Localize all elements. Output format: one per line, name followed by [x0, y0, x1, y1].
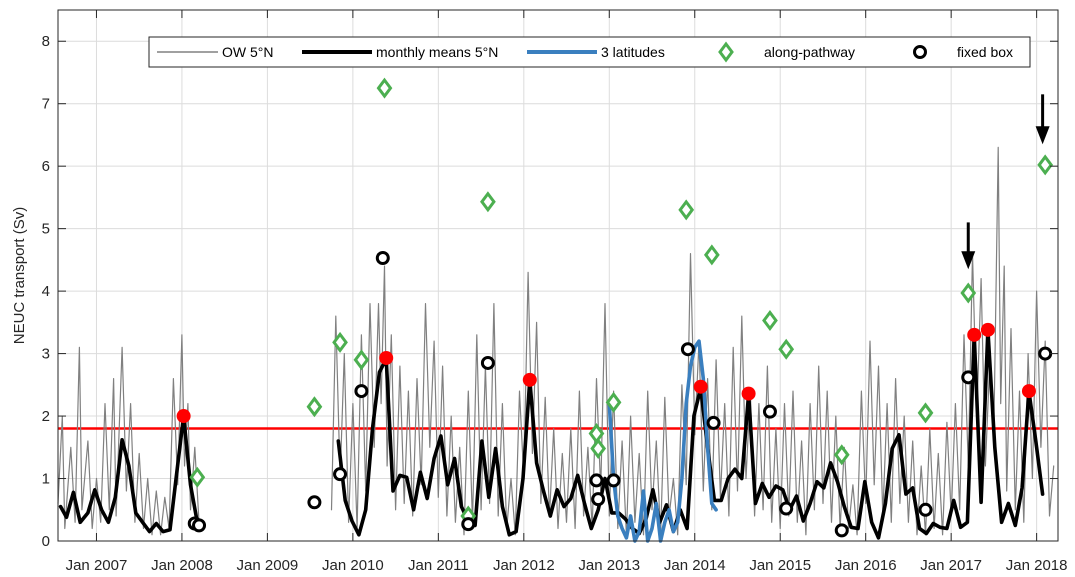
fixed-box-point-18 [1038, 346, 1053, 361]
fixed-box-point-16 [918, 502, 933, 517]
grid [58, 10, 1058, 542]
along-pathway-point-15 [917, 402, 934, 424]
along-pathway-point-3 [353, 349, 370, 371]
legend-label-4: fixed box [957, 44, 1013, 60]
x-tick-label-9: Jan 2016 [835, 557, 897, 574]
y-tick-label-5: 5 [42, 221, 50, 238]
highlight-point-6 [980, 322, 995, 337]
plot-frame [57, 9, 1059, 542]
y-tick-label-0: 0 [42, 533, 50, 550]
axes [57, 9, 1059, 542]
legend-label-2: 3 latitudes [601, 44, 665, 60]
fixed-box-point-11 [680, 342, 695, 357]
x-tick-label-1: Jan 2008 [151, 557, 213, 574]
along-pathway-point-1 [306, 396, 323, 418]
x-tick-label-5: Jan 2012 [493, 557, 555, 574]
y-tick-label-8: 8 [42, 33, 50, 50]
series-0-line-segment-0 [57, 334, 200, 536]
along-pathway-point-8 [590, 438, 607, 460]
fixed-box-point-14 [779, 501, 794, 516]
x-tick-label-8: Jan 2015 [749, 557, 811, 574]
fixed-box-point-7 [480, 355, 495, 370]
legend-swatch-4 [913, 45, 927, 59]
legend: OW 5°N monthly means 5°N 3 latitudes along-… [148, 36, 1031, 68]
y-tick-label-3: 3 [42, 346, 50, 363]
y-axis-title: NEUC transport (Sv) [11, 207, 28, 345]
x-tick-label-10: Jan 2017 [920, 557, 982, 574]
along-pathway-point-2 [332, 331, 348, 353]
highlight-point-3 [693, 379, 708, 394]
y-tick-label-7: 7 [42, 96, 50, 113]
tick-labels: Jan 2007 Jan 2008 Jan 2009 Jan 2010 Jan 2011… [42, 33, 1068, 574]
series-1-line-segment-0 [58, 414, 200, 534]
highlight-point-1 [379, 350, 394, 365]
x-tick-label-7: Jan 2014 [664, 557, 726, 574]
fixed-box-point-8 [589, 473, 604, 488]
along-pathway-point-14 [833, 444, 850, 466]
x-tick-label-2: Jan 2009 [237, 557, 299, 574]
x-tick-label-6: Jan 2013 [578, 557, 640, 574]
fixed-box-point-3 [333, 467, 348, 482]
highlight-point-4 [741, 386, 756, 401]
series-2-line-segment-0 [607, 339, 718, 543]
fixed-box-point-2 [307, 495, 322, 510]
highlight-point-2 [522, 372, 537, 387]
fixed-box-point-1 [192, 518, 207, 533]
highlight-point-7 [1021, 384, 1036, 399]
fixed-box-point-15 [834, 523, 849, 538]
marker-layer [176, 77, 1054, 538]
highlight-point-0 [176, 409, 191, 424]
fixed-box-point-13 [762, 404, 777, 419]
fixed-box-point-4 [354, 384, 369, 399]
legend-label-0: OW 5°N [222, 44, 274, 60]
legend-label-1: monthly means 5°N [376, 44, 498, 60]
fixed-box-point-10 [606, 473, 621, 488]
x-tick-label-0: Jan 2007 [66, 557, 128, 574]
along-pathway-point-0 [189, 466, 206, 488]
along-pathway-point-16 [960, 282, 977, 304]
y-tick-label-4: 4 [42, 283, 50, 300]
y-tick-label-2: 2 [42, 408, 50, 425]
y-tick-label-6: 6 [42, 158, 50, 175]
fixed-box-point-6 [461, 517, 476, 532]
legend-swatch-3 [718, 41, 734, 63]
along-pathway-point-6 [480, 191, 496, 213]
arrow-head-0 [961, 251, 976, 270]
along-pathway-point-13 [778, 338, 795, 360]
x-tick-label-11: Jan 2018 [1006, 557, 1068, 574]
fixed-box-point-12 [706, 415, 721, 430]
fixed-box-point-5 [375, 251, 390, 266]
fixed-box-point-17 [961, 370, 976, 385]
along-pathway-point-9 [605, 391, 622, 413]
x-tick-label-3: Jan 2010 [322, 557, 384, 574]
y-tick-label-1: 1 [42, 471, 50, 488]
fixed-box-point-9 [591, 492, 606, 507]
x-tick-label-4: Jan 2011 [408, 557, 469, 574]
along-pathway-point-17 [1037, 154, 1054, 176]
series-1-line-segment-1 [336, 328, 1045, 540]
along-pathway-point-4 [376, 77, 393, 99]
highlight-point-5 [967, 327, 982, 342]
along-pathway-point-11 [703, 244, 720, 266]
arrow-head-1 [1035, 126, 1050, 145]
along-pathway-point-12 [762, 309, 778, 331]
legend-label-3: along-pathway [764, 44, 855, 60]
along-pathway-point-10 [678, 199, 695, 221]
